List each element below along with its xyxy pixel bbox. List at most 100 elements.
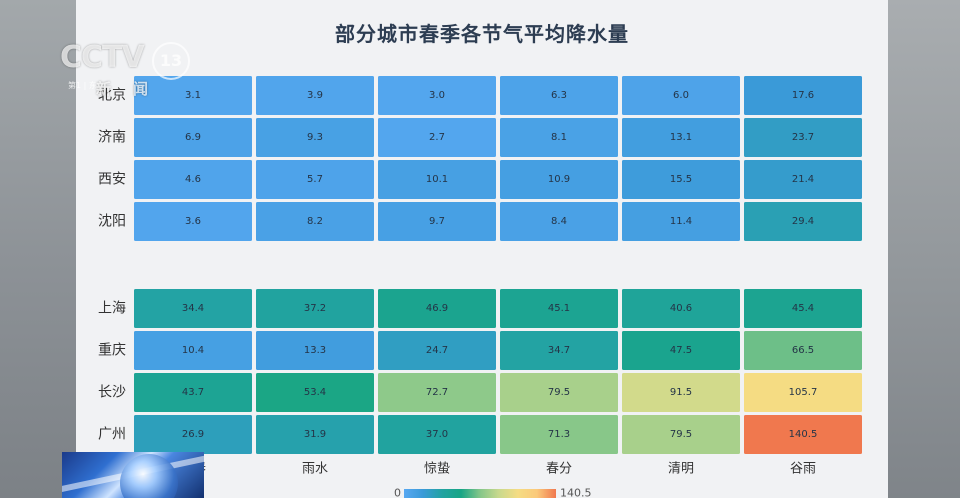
logo-channel-number: 13 — [152, 42, 190, 80]
color-scale-bar — [404, 489, 556, 498]
cell-value-label: 53.4 — [304, 387, 326, 398]
row-label: 济南 — [98, 130, 126, 146]
heatmap-cell — [256, 76, 374, 115]
heatmap-cell — [744, 76, 862, 115]
heatmap-cell — [500, 160, 618, 199]
heatmap-cell — [500, 289, 618, 328]
cell-value-label: 13.3 — [304, 345, 326, 356]
heatmap-cell — [256, 160, 374, 199]
heatmap-cell — [134, 415, 252, 454]
heatmap-cell — [256, 373, 374, 412]
globe-icon — [120, 454, 178, 498]
chart-title: 部分城市春季各节气平均降水量 — [335, 22, 629, 46]
cell-value-label: 15.5 — [670, 174, 692, 185]
cell-value-label: 34.4 — [182, 303, 204, 314]
cell-value-label: 79.5 — [548, 387, 570, 398]
cell-value-label: 37.0 — [426, 429, 448, 440]
cell-value-label: 23.7 — [792, 132, 814, 143]
heatmap-cell — [744, 160, 862, 199]
cell-value-label: 13.1 — [670, 132, 692, 143]
cell-value-label: 40.6 — [670, 303, 692, 314]
heatmap-cell — [744, 373, 862, 412]
heatmap-cell — [744, 415, 862, 454]
row-label: 上海 — [98, 301, 126, 317]
cell-value-label: 29.4 — [792, 216, 814, 227]
cell-value-label: 66.5 — [792, 345, 814, 356]
heatmap-cell — [256, 289, 374, 328]
heatmap-cell — [134, 160, 252, 199]
heatmap-cells: 3.1 3.9 3.0 6.3 6.0 17.6 6.9 9.3 2.7 8.1 13.1 23.7 4… — [134, 76, 862, 454]
row-label: 沈阳 — [98, 214, 126, 230]
cell-value-label: 6.0 — [673, 90, 689, 101]
heatmap-cell — [134, 373, 252, 412]
heatmap-cell — [622, 373, 740, 412]
column-label: 清明 — [668, 462, 694, 477]
cell-value-label: 46.9 — [426, 303, 448, 314]
cell-value-label: 17.6 — [792, 90, 814, 101]
logo-subtitle: 新闻 — [96, 80, 171, 98]
heatmap-cell — [256, 202, 374, 241]
cell-value-label: 4.6 — [185, 174, 201, 185]
heatmap-cell — [622, 202, 740, 241]
cell-value-label: 72.7 — [426, 387, 448, 398]
column-labels: 立春雨水惊蛰春分清明谷雨 — [180, 462, 816, 477]
cell-value-label: 3.1 — [185, 90, 201, 101]
heatmap-cell — [744, 289, 862, 328]
news-thumbnail — [62, 452, 204, 498]
row-label: 广州 — [98, 427, 126, 443]
cell-value-label: 2.7 — [429, 132, 445, 143]
heatmap-cell — [622, 415, 740, 454]
heatmap-cell — [744, 118, 862, 157]
heatmap-cell — [134, 76, 252, 115]
cell-value-label: 21.4 — [792, 174, 814, 185]
heatmap-cell — [378, 331, 496, 370]
logo-tiny-text: 第1 | 东米 — [68, 81, 105, 90]
column-label: 惊蛰 — [424, 462, 450, 477]
cell-value-label: 9.3 — [307, 132, 323, 143]
heatmap-cell — [622, 76, 740, 115]
cell-value-label: 43.7 — [182, 387, 204, 398]
cell-value-label: 8.4 — [551, 216, 567, 227]
heatmap-cell — [378, 76, 496, 115]
heatmap-cell — [500, 373, 618, 412]
heatmap-cell — [134, 331, 252, 370]
heatmap-cell — [134, 118, 252, 157]
heatmap-cell — [500, 118, 618, 157]
row-label: 长沙 — [98, 385, 126, 401]
color-scale: 0 140.5 — [394, 487, 592, 498]
cell-value-label: 26.9 — [182, 429, 204, 440]
heatmap-cell — [744, 331, 862, 370]
cell-value-label: 9.7 — [429, 216, 445, 227]
cell-value-label: 10.1 — [426, 174, 448, 185]
cell-value-label: 10.4 — [182, 345, 204, 356]
cell-value-label: 3.9 — [307, 90, 323, 101]
cell-value-label: 47.5 — [670, 345, 692, 356]
logo-text: CCTV — [60, 40, 145, 75]
heatmap-cell — [622, 118, 740, 157]
cell-value-label: 71.3 — [548, 429, 570, 440]
heatmap-cell — [378, 160, 496, 199]
color-scale-min-label: 0 — [394, 487, 401, 498]
cell-value-label: 6.3 — [551, 90, 567, 101]
heatmap-cell — [744, 202, 862, 241]
background-left — [0, 0, 76, 498]
cell-value-label: 5.7 — [307, 174, 323, 185]
heatmap-cell — [378, 202, 496, 241]
column-label: 谷雨 — [790, 462, 816, 477]
heatmap-cell — [500, 415, 618, 454]
heatmap-cell — [622, 289, 740, 328]
cell-value-label: 91.5 — [670, 387, 692, 398]
heatmap-cell — [378, 289, 496, 328]
cell-value-label: 8.2 — [307, 216, 323, 227]
heatmap-cell — [256, 331, 374, 370]
cell-value-label: 31.9 — [304, 429, 326, 440]
row-label: 北京 — [98, 88, 126, 104]
cell-value-label: 3.0 — [429, 90, 445, 101]
row-label: 西安 — [98, 172, 126, 188]
cell-value-label: 37.2 — [304, 303, 326, 314]
cell-value-label: 105.7 — [789, 387, 818, 398]
column-label: 雨水 — [302, 462, 328, 477]
cell-value-label: 79.5 — [670, 429, 692, 440]
